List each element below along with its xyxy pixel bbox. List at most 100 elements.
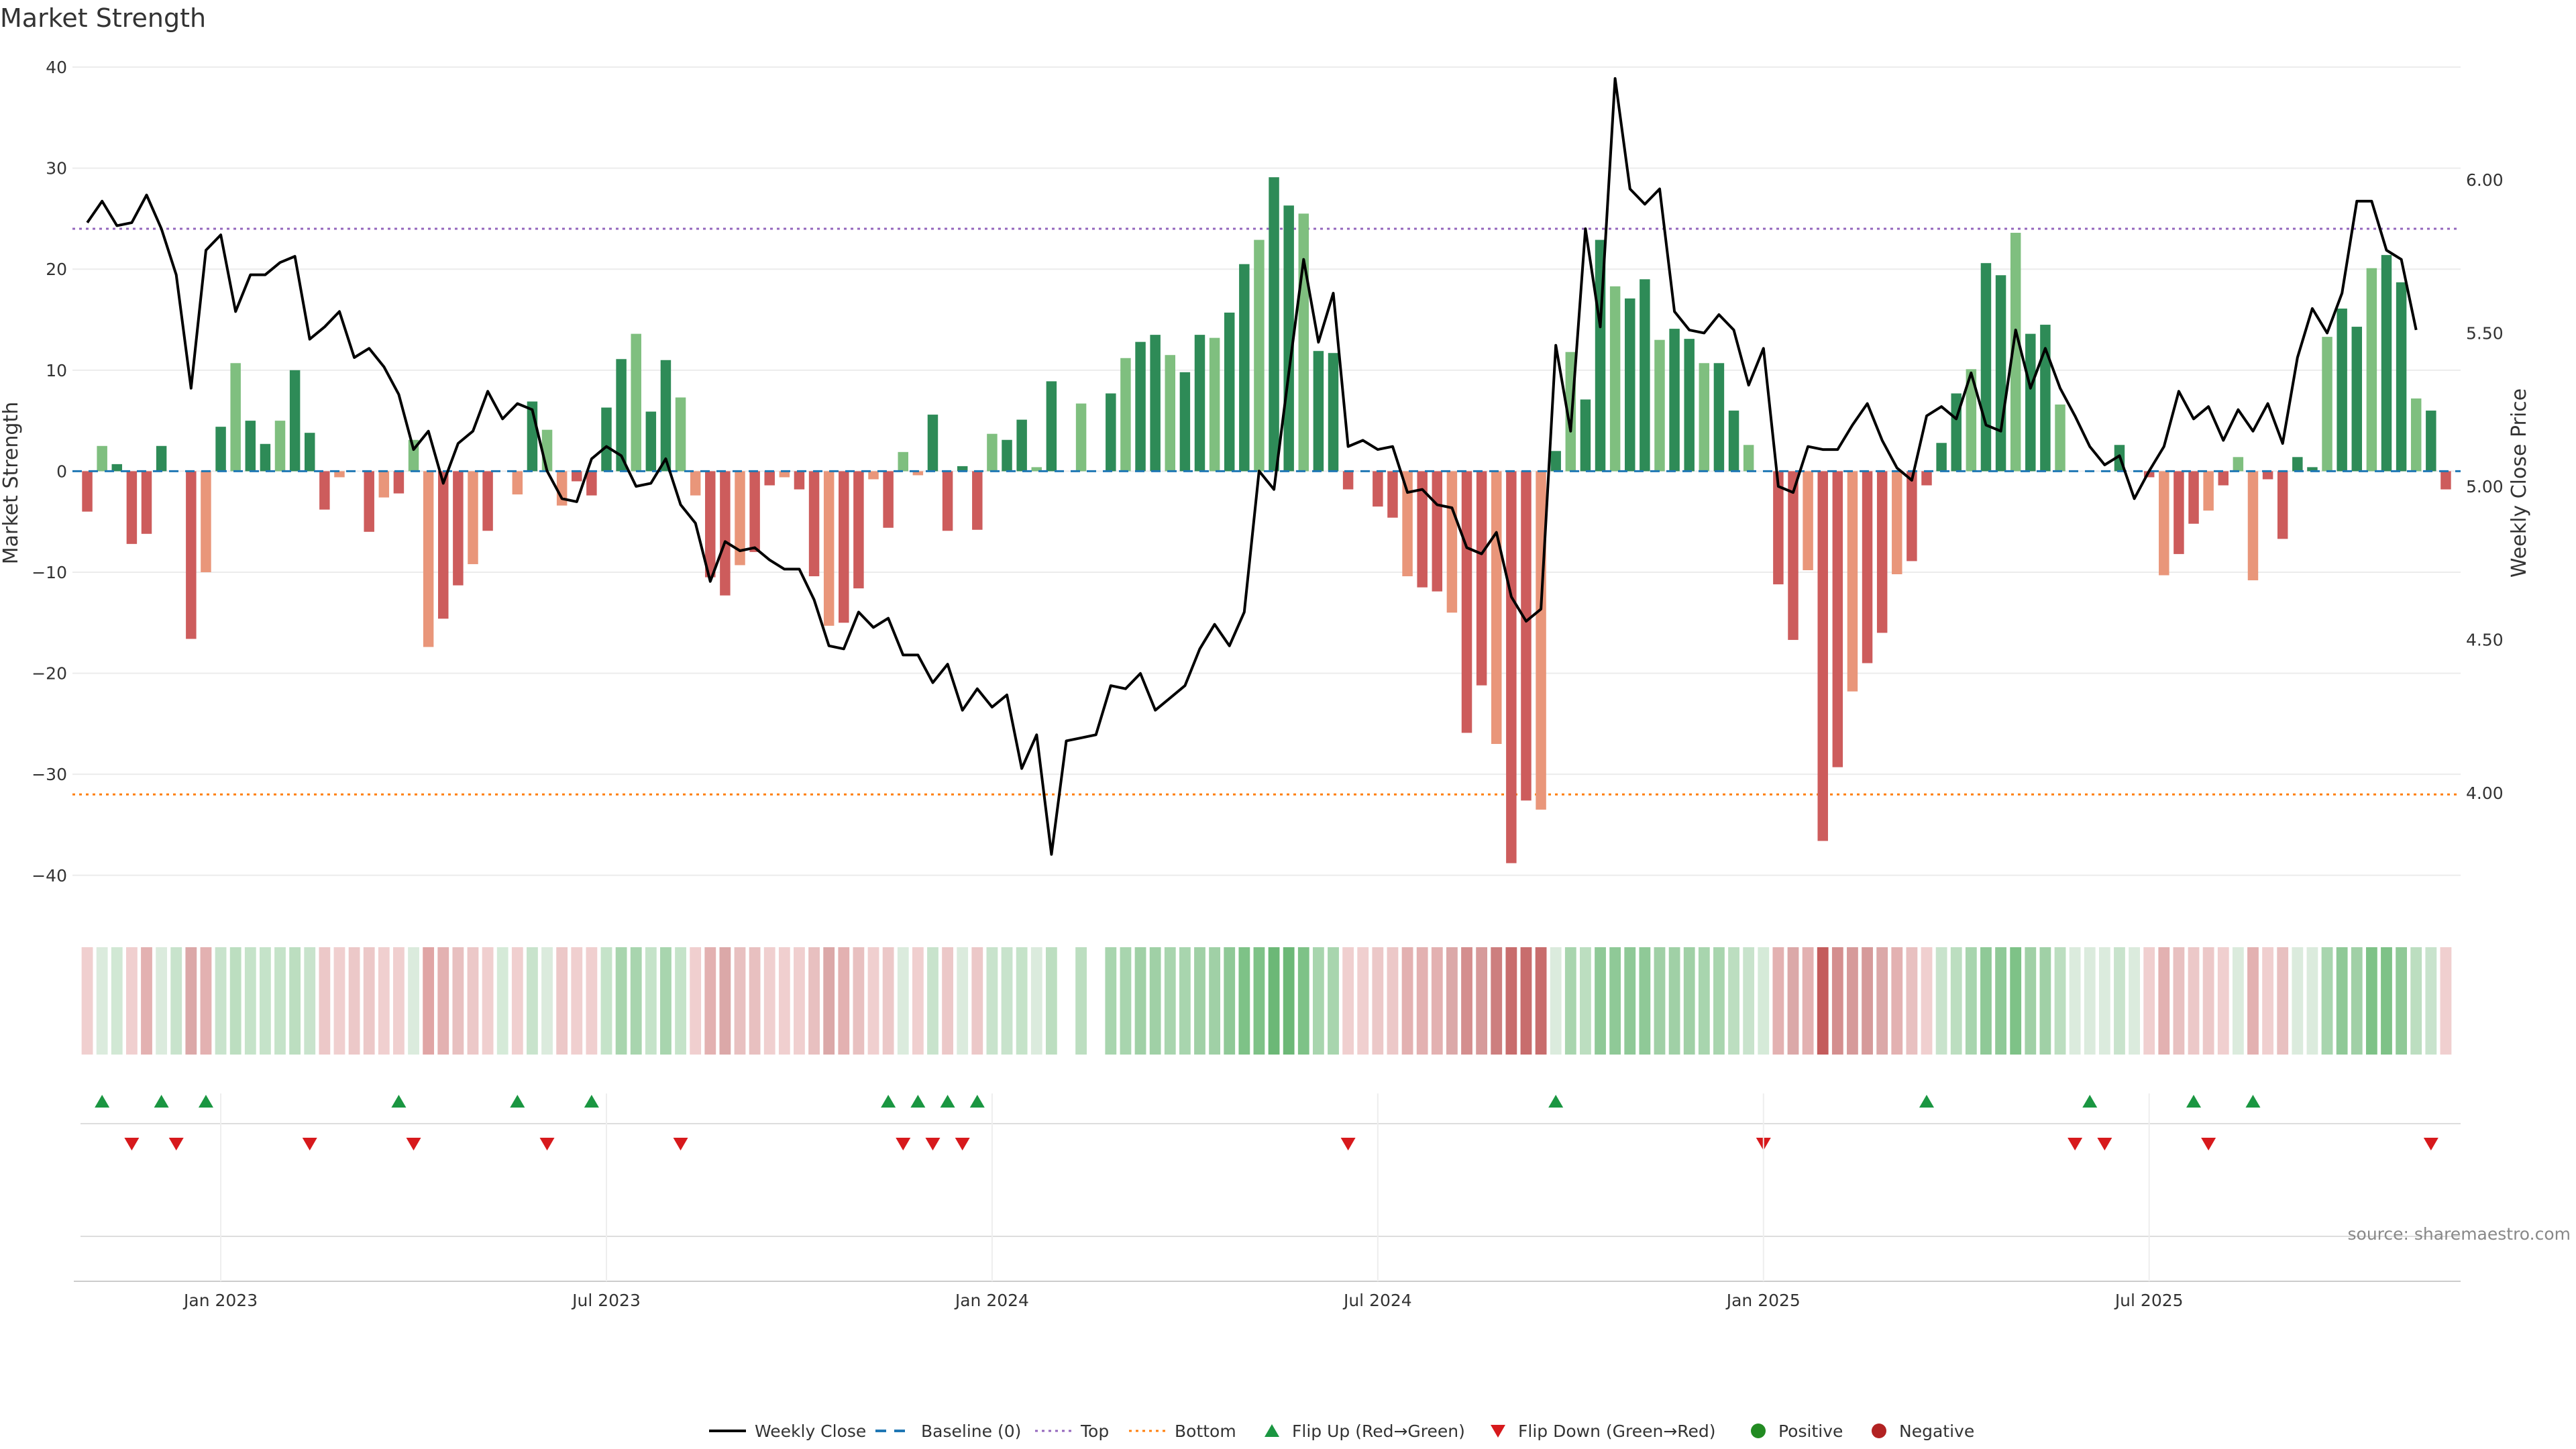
strength-bar: [2040, 325, 2051, 472]
legend-label: Baseline (0): [921, 1421, 1021, 1441]
left-tick-label: 10: [46, 361, 67, 380]
blend-column: [927, 947, 938, 1055]
strength-bar: [468, 471, 478, 564]
blend-column: [1683, 947, 1695, 1055]
strength-bar: [1150, 335, 1161, 472]
strength-bar: [2396, 282, 2407, 472]
blend-column: [942, 947, 953, 1055]
strength-bar: [1817, 471, 1828, 841]
flip-up-marker: [881, 1095, 896, 1108]
blend-column: [408, 947, 419, 1055]
blend-column: [2381, 947, 2392, 1055]
strength-bar: [1461, 471, 1472, 733]
price-layer: [86, 77, 2418, 856]
blend-column: [615, 947, 627, 1055]
blend-column: [467, 947, 479, 1055]
strength-bar: [1328, 353, 1339, 472]
blend-column: [823, 947, 835, 1055]
blend-column: [1372, 947, 1384, 1055]
strength-bar: [2055, 405, 2065, 472]
blend-column: [763, 947, 775, 1055]
x-axis: Jan 2023 Jul 2023 Jan 2024 Jul 2024 Jan 2025…: [74, 1093, 2461, 1310]
blend-column: [1980, 947, 1992, 1055]
blend-column: [156, 947, 168, 1055]
strength-bar: [274, 421, 286, 472]
strength-bar: [289, 370, 301, 472]
strength-bar: [1002, 439, 1012, 472]
strength-bar: [972, 471, 983, 530]
left-tick-label: −20: [32, 664, 67, 684]
strength-bar: [1876, 471, 1888, 633]
blend-column: [1772, 947, 1784, 1055]
strength-bar: [987, 433, 998, 472]
strength-bar: [2366, 268, 2377, 472]
strength-bar: [1654, 339, 1665, 472]
blend-column: [675, 947, 686, 1055]
strength-bar: [1980, 263, 1992, 472]
flip-up-marker: [2082, 1095, 2098, 1108]
blend-column: [1268, 947, 1280, 1055]
blend-column: [2277, 947, 2289, 1055]
blend-column: [200, 947, 212, 1055]
blend-column: [971, 947, 983, 1055]
blend-column: [690, 947, 702, 1055]
blend-column: [1401, 947, 1413, 1055]
strength-bar: [690, 471, 701, 496]
blend-column: [986, 947, 998, 1055]
strength-bar: [1609, 286, 1621, 472]
legend-swatch-circle: [1751, 1424, 1766, 1438]
blend-column: [2306, 947, 2318, 1055]
strength-bar: [1373, 471, 1383, 507]
blend-column: [96, 947, 108, 1055]
strength-bar: [1224, 312, 1235, 472]
strength-bar: [720, 471, 731, 596]
flip-up-marker: [95, 1095, 110, 1108]
threshold-layer: [72, 227, 2461, 796]
blend-column: [1224, 947, 1236, 1055]
blend-column: [215, 947, 227, 1055]
blend-column: [1580, 947, 1591, 1055]
blend-column: [393, 947, 405, 1055]
blend-column: [808, 947, 820, 1055]
blend-column: [1016, 947, 1028, 1055]
blend-column: [1431, 947, 1443, 1055]
x-tick-label: Jul 2024: [1342, 1291, 1412, 1310]
flip-down-marker: [1340, 1138, 1356, 1150]
x-tick-label: Jan 2025: [1725, 1291, 1801, 1310]
strength-bar: [1907, 471, 1917, 561]
flip-up-marker: [1919, 1095, 1935, 1108]
right-tick-label: 5.00: [2466, 477, 2504, 496]
strength-bar: [1387, 471, 1398, 518]
blend-column: [1713, 947, 1725, 1055]
strength-bar: [319, 471, 330, 510]
blend-column: [2351, 947, 2363, 1055]
blend-column: [1831, 947, 1843, 1055]
x-tick-label: Jan 2023: [182, 1291, 258, 1310]
strength-bar: [1699, 363, 1710, 472]
blend-column: [244, 947, 256, 1055]
left-tick-label: −30: [32, 765, 67, 784]
blend-column: [1535, 947, 1547, 1055]
strength-bar: [245, 421, 256, 472]
blend-column: [571, 947, 583, 1055]
blend-column: [2396, 947, 2408, 1055]
legend-label: Positive: [1778, 1421, 1843, 1441]
strength-bar: [705, 471, 716, 578]
strength-bar: [2440, 471, 2451, 490]
strength-bar: [1209, 337, 1220, 472]
blend-column: [2114, 947, 2125, 1055]
strength-bar: [1194, 335, 1205, 472]
flip-up-marker: [198, 1095, 213, 1108]
blend-column: [2321, 947, 2333, 1055]
strength-bar: [898, 451, 908, 472]
blend-column: [734, 947, 746, 1055]
blend-column: [437, 947, 449, 1055]
strength-bar: [823, 471, 835, 626]
blend-column: [1328, 947, 1339, 1055]
blend-column: [1030, 947, 1042, 1055]
blend-column: [1105, 947, 1117, 1055]
blend-column: [1595, 947, 1606, 1055]
blend-column: [2098, 947, 2110, 1055]
blend-column: [1698, 947, 1710, 1055]
